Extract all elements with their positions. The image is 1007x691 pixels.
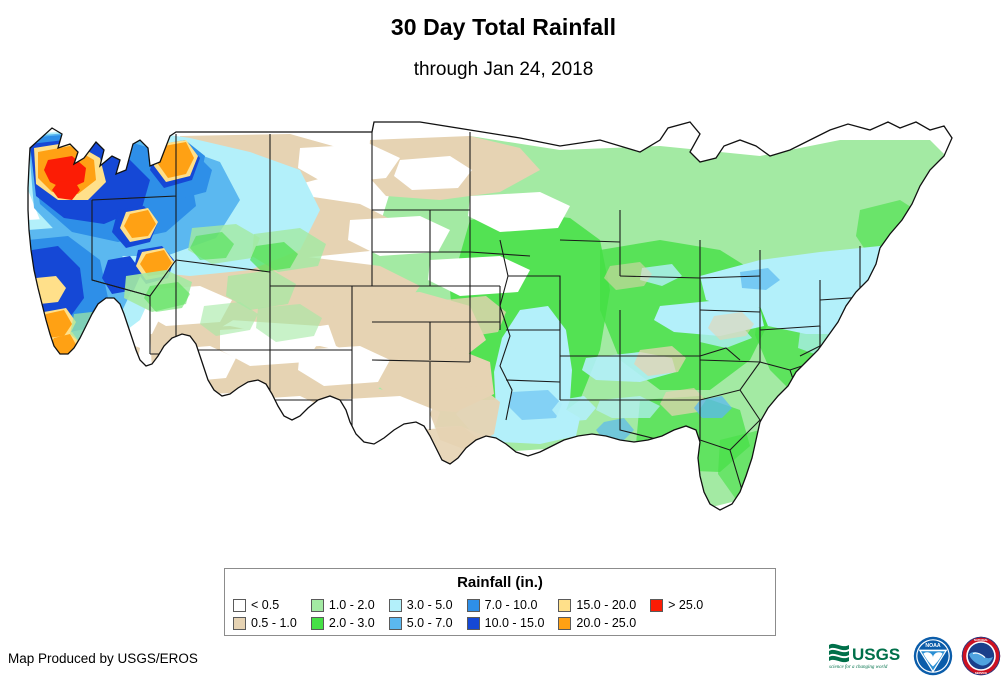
legend-swatch <box>466 598 480 612</box>
legend-swatch <box>558 598 572 612</box>
legend-label: 2.0 - 3.0 <box>328 615 375 630</box>
nws-arc-text: NATIONAL <box>974 638 989 642</box>
legend-label: 0.5 - 1.0 <box>251 615 297 630</box>
legend-swatch <box>310 616 324 630</box>
legend-label: < 0.5 <box>251 597 280 612</box>
legend-swatch <box>388 616 402 630</box>
legend-item: 0.5 - 1.0 <box>233 614 297 632</box>
legend-panel: Rainfall (in.) < 0.5 0.5 - 1.0 1.0 - 2.0… <box>224 568 776 636</box>
legend-label: 3.0 - 5.0 <box>406 597 453 612</box>
legend-title: Rainfall (in.) <box>457 574 543 591</box>
agency-logos: USGS science for a changing world NOAA N… <box>827 636 1001 676</box>
legend-label: 20.0 - 25.0 <box>576 615 637 630</box>
legend-item: 1.0 - 2.0 <box>310 596 375 614</box>
legend-label: 5.0 - 7.0 <box>406 615 453 630</box>
legend-swatch <box>558 616 572 630</box>
legend-swatch <box>650 598 664 612</box>
legend-swatch <box>310 598 324 612</box>
legend-item: 7.0 - 10.0 <box>466 596 545 614</box>
legend-item: 3.0 - 5.0 <box>388 596 453 614</box>
usgs-logo: USGS science for a changing world <box>829 643 900 670</box>
legend-swatch <box>466 616 480 630</box>
map-credit: Map Produced by USGS/EROS <box>8 651 198 666</box>
page-subtitle: through Jan 24, 2018 <box>413 59 594 80</box>
legend-swatch <box>233 616 246 630</box>
legend-swatch <box>233 598 246 612</box>
legend-item: 15.0 - 20.0 <box>558 596 636 614</box>
legend-label: 15.0 - 20.0 <box>576 597 637 612</box>
state-boundaries <box>91 132 931 491</box>
legend-label: 1.0 - 2.0 <box>328 597 375 612</box>
nws-logo: NATIONAL SERVICE <box>961 636 1001 676</box>
map-svg <box>27 121 953 511</box>
legend-item: < 0.5 <box>233 596 297 614</box>
nws-arc-text-bottom: SERVICE <box>975 671 987 675</box>
legend-item: 10.0 - 15.0 <box>466 614 545 632</box>
usgs-tagline: science for a changing world <box>829 665 888 670</box>
usgs-wordmark: USGS <box>852 645 900 664</box>
noaa-wordmark: NOAA <box>925 643 941 649</box>
legend-items: < 0.5 0.5 - 1.0 1.0 - 2.0 2.0 - 3.0 3.0 … <box>233 596 703 632</box>
legend-item: 20.0 - 25.0 <box>558 614 636 632</box>
legend-label: > 25.0 <box>668 597 704 612</box>
legend-item: 5.0 - 7.0 <box>388 614 453 632</box>
legend-item: > 25.0 <box>650 596 703 614</box>
legend-label: 7.0 - 10.0 <box>484 597 538 612</box>
noaa-logo: NOAA <box>913 636 953 676</box>
legend-swatch <box>388 598 402 612</box>
legend-label: 10.0 - 15.0 <box>484 615 545 630</box>
rainfall-map <box>0 100 1007 555</box>
legend-item-empty <box>650 614 703 632</box>
page-title: 30 Day Total Rainfall <box>390 14 617 40</box>
legend-item: 2.0 - 3.0 <box>310 614 375 632</box>
map-raster-layer <box>28 122 952 510</box>
